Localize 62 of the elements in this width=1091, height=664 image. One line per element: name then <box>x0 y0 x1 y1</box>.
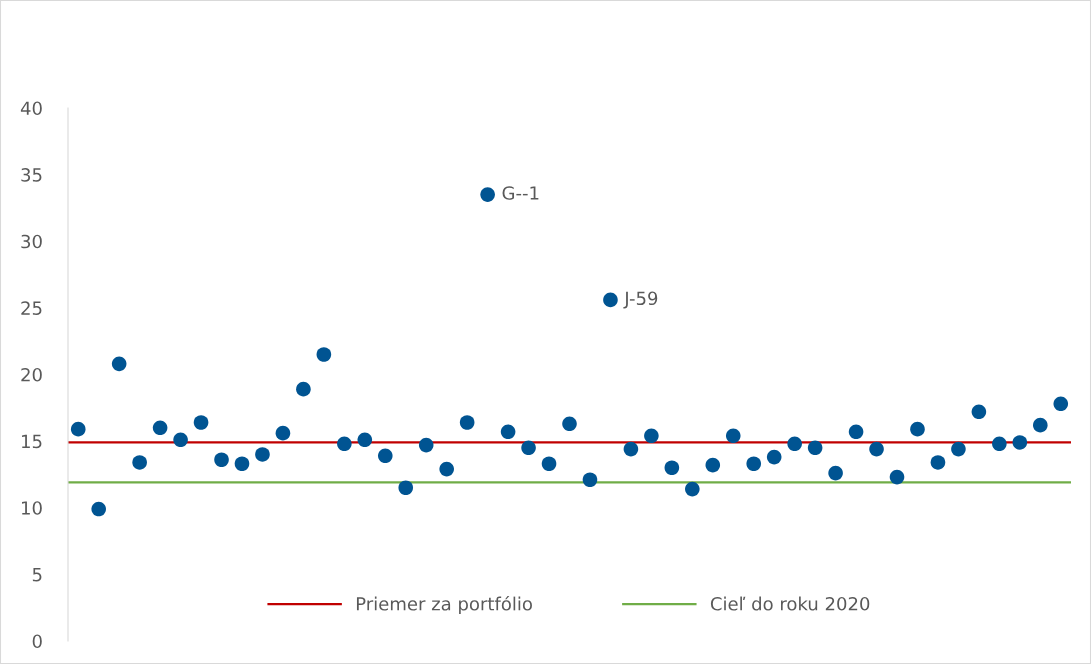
point <box>255 447 270 462</box>
point <box>623 441 639 457</box>
point <box>705 457 721 473</box>
point <box>91 501 106 517</box>
point <box>541 456 557 472</box>
point <box>951 441 966 457</box>
y-tick-label: 5 <box>32 568 42 582</box>
point <box>316 347 332 362</box>
point <box>521 440 536 456</box>
point <box>1053 396 1069 412</box>
point <box>644 428 659 444</box>
point <box>1012 435 1028 450</box>
point <box>603 292 618 308</box>
point <box>275 425 291 441</box>
point <box>111 356 127 372</box>
point <box>910 421 925 437</box>
point <box>848 424 864 440</box>
point <box>746 456 762 472</box>
point <box>889 469 905 485</box>
y-tick-label: 20 <box>21 367 42 382</box>
point <box>582 472 598 488</box>
point <box>869 441 884 457</box>
y-tick-label: 0 <box>32 634 42 649</box>
point <box>930 455 946 470</box>
point <box>377 448 393 464</box>
point <box>766 449 782 465</box>
legend-label: Cieľ do roku 2020 <box>710 596 870 611</box>
point <box>971 404 987 420</box>
y-tick-label: 10 <box>22 501 42 515</box>
legend-label: Priemer za portfólio <box>356 595 532 615</box>
point <box>828 465 843 481</box>
point <box>1033 417 1048 433</box>
y-tick-label: 30 <box>21 234 42 249</box>
point <box>992 436 1007 452</box>
point <box>337 436 352 452</box>
point <box>234 456 250 472</box>
data-label: J-59 <box>623 291 658 309</box>
point <box>70 421 86 437</box>
point <box>480 187 495 202</box>
point <box>296 381 311 397</box>
point <box>357 432 373 448</box>
point <box>562 416 577 432</box>
y-tick-label: 15 <box>22 434 42 449</box>
point <box>173 432 188 448</box>
point <box>214 452 229 468</box>
point <box>807 440 823 456</box>
point <box>132 455 147 470</box>
y-tick-label: 40 <box>20 101 42 116</box>
y-tick-label: 25 <box>21 301 42 315</box>
point <box>685 481 700 497</box>
y-tick-label: 35 <box>21 168 42 182</box>
point <box>152 420 168 436</box>
data-label: G--1 <box>502 186 539 200</box>
point <box>418 437 434 453</box>
point <box>664 460 680 476</box>
point <box>439 461 454 477</box>
point <box>398 480 414 496</box>
point <box>500 424 516 440</box>
point <box>725 428 741 444</box>
point <box>459 415 475 430</box>
point <box>787 436 802 452</box>
point <box>193 415 209 430</box>
